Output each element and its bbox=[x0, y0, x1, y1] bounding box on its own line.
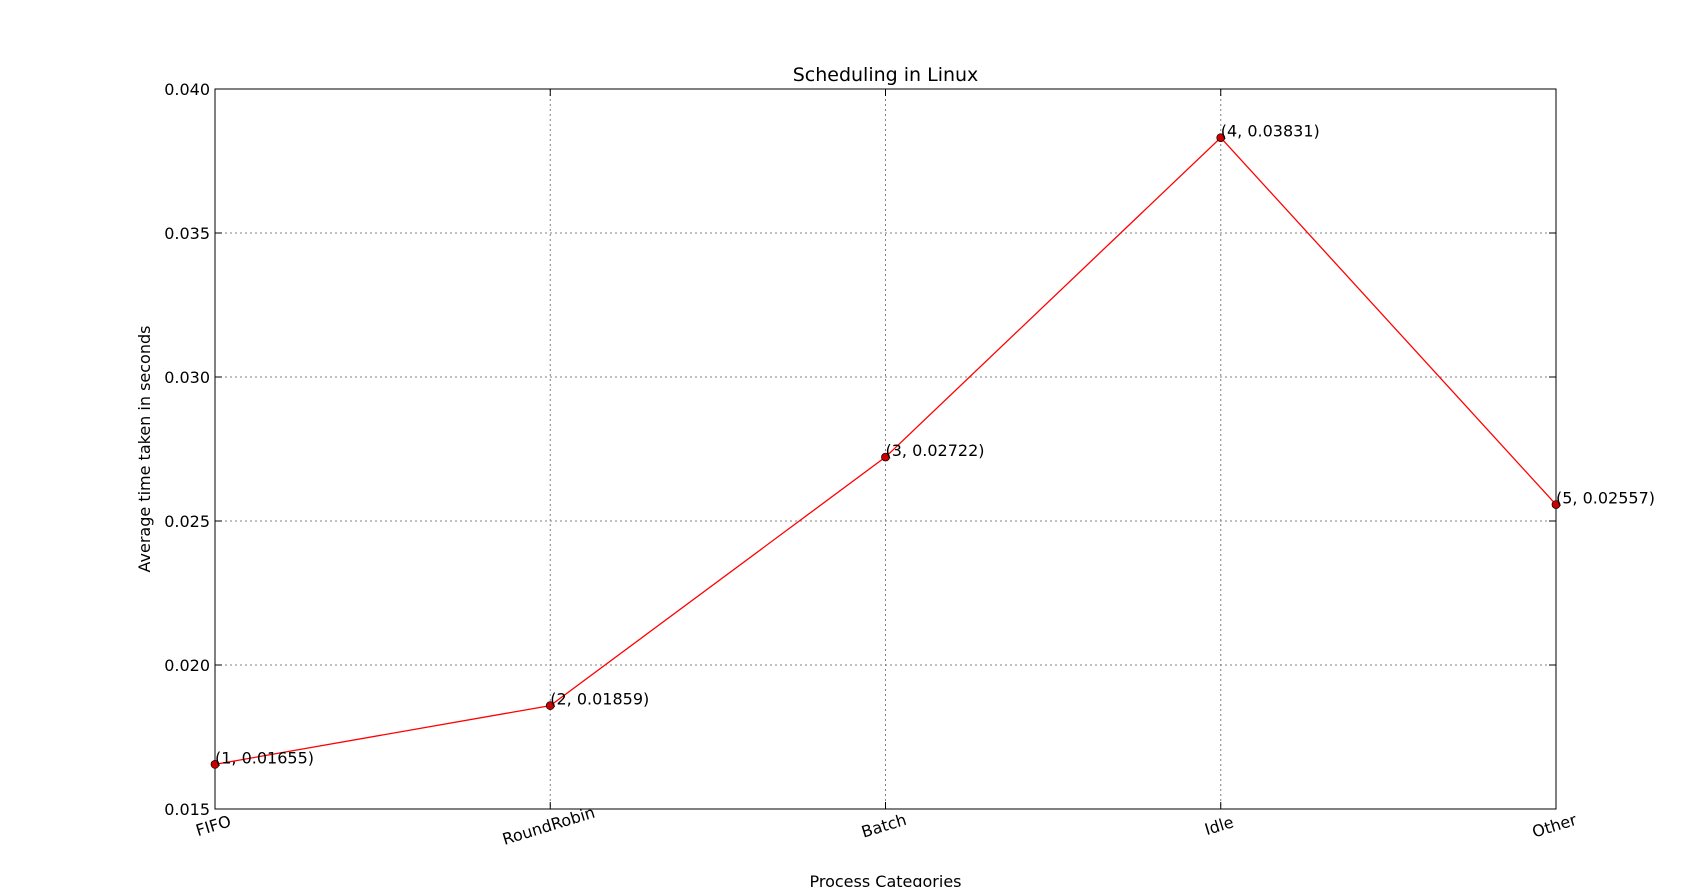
data-point-label: (1, 0.01655) bbox=[215, 748, 314, 767]
y-tick-label: 0.030 bbox=[164, 368, 210, 387]
data-point-marker bbox=[881, 452, 890, 462]
data-point-label: (5, 0.02557) bbox=[1556, 489, 1655, 508]
y-tick-label: 0.015 bbox=[164, 800, 210, 819]
x-tick-label: Idle bbox=[1202, 812, 1235, 839]
x-axis-title: Process Categories bbox=[809, 872, 961, 887]
x-tick-label: RoundRobin bbox=[500, 803, 597, 849]
chart-title: Scheduling in Linux bbox=[793, 64, 979, 86]
data-point-marker bbox=[210, 760, 220, 769]
grid-lines bbox=[215, 89, 1556, 809]
x-tick-label: Batch bbox=[859, 810, 909, 842]
data-point-label: (4, 0.03831) bbox=[1221, 122, 1320, 141]
series-layer bbox=[210, 133, 1561, 769]
data-point-label: (2, 0.01859) bbox=[550, 690, 649, 709]
y-tick-label: 0.035 bbox=[164, 224, 210, 243]
y-axis-title: Average time taken in seconds bbox=[135, 326, 154, 573]
y-tick-label: 0.040 bbox=[164, 80, 210, 99]
data-point-marker bbox=[1551, 500, 1561, 509]
data-point-marker bbox=[1216, 133, 1226, 143]
point-labels: (1, 0.01655) (2, 0.01859) (3, 0.02722) (4, … bbox=[215, 122, 1655, 768]
y-tick-label: 0.020 bbox=[164, 656, 210, 675]
x-tick-label: Other bbox=[1530, 810, 1579, 842]
data-point-label: (3, 0.02722) bbox=[886, 441, 985, 460]
y-tick-label: 0.025 bbox=[164, 512, 210, 531]
data-point-marker bbox=[545, 701, 555, 710]
